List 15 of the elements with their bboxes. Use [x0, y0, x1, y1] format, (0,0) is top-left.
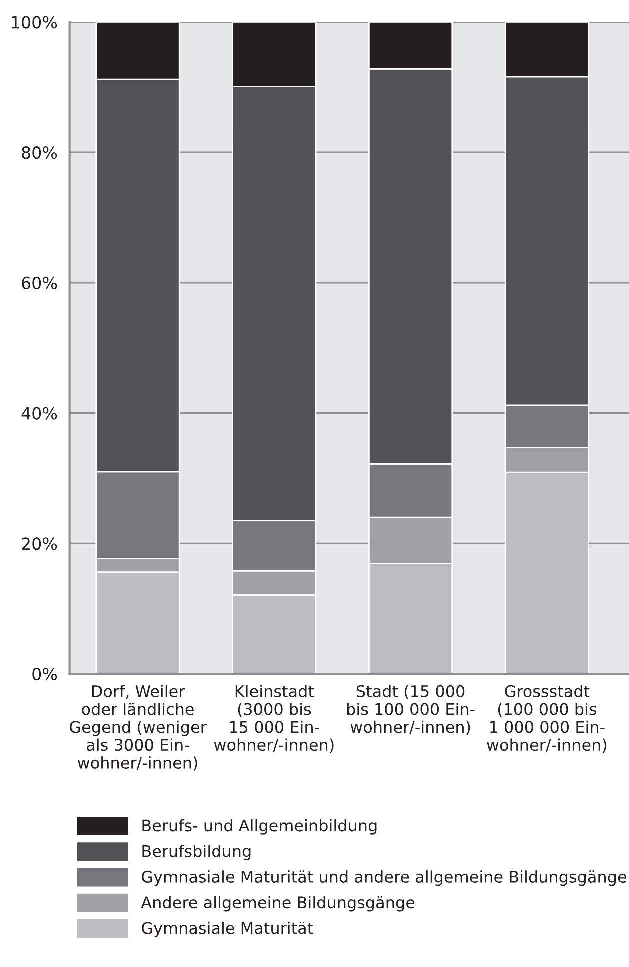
y-tick-label: 100% [12, 16, 58, 29]
y-tick-label: 80% [22, 146, 58, 160]
legend-label: Berufs- und Allgemeinbildung [142, 819, 377, 835]
x-tick-label: Stadt (15 000 bis 100 000 Ein- wohner/-innen) [347, 685, 475, 736]
legend-label: Andere allgemeine Bildungsgänge [141, 896, 415, 912]
y-tick-label: 0% [32, 668, 58, 681]
y-tick-label: 20% [22, 538, 58, 550]
legend-label: Gymnasiale Maturität [142, 922, 314, 938]
y-tick-label: 60% [22, 276, 58, 290]
legend-label: Berufsbildung [142, 845, 251, 860]
y-tick-label: 40% [22, 407, 58, 420]
x-tick-label: Dorf, Weiler oder ländliche Gegend (weniger als 3000 Ein- wohner/-innen) [70, 685, 207, 771]
legend-label: Gymnasiale Maturität und andere allgemeine Bildungsgänge [142, 870, 626, 886]
x-tick-label: Grossstadt (100 000 bis 1 000 000 Ein- wohner/-innen) [487, 685, 607, 754]
x-tick-label: Kleinstadt (3000 bis 15 000 Ein- wohner/-innen) [214, 685, 334, 754]
